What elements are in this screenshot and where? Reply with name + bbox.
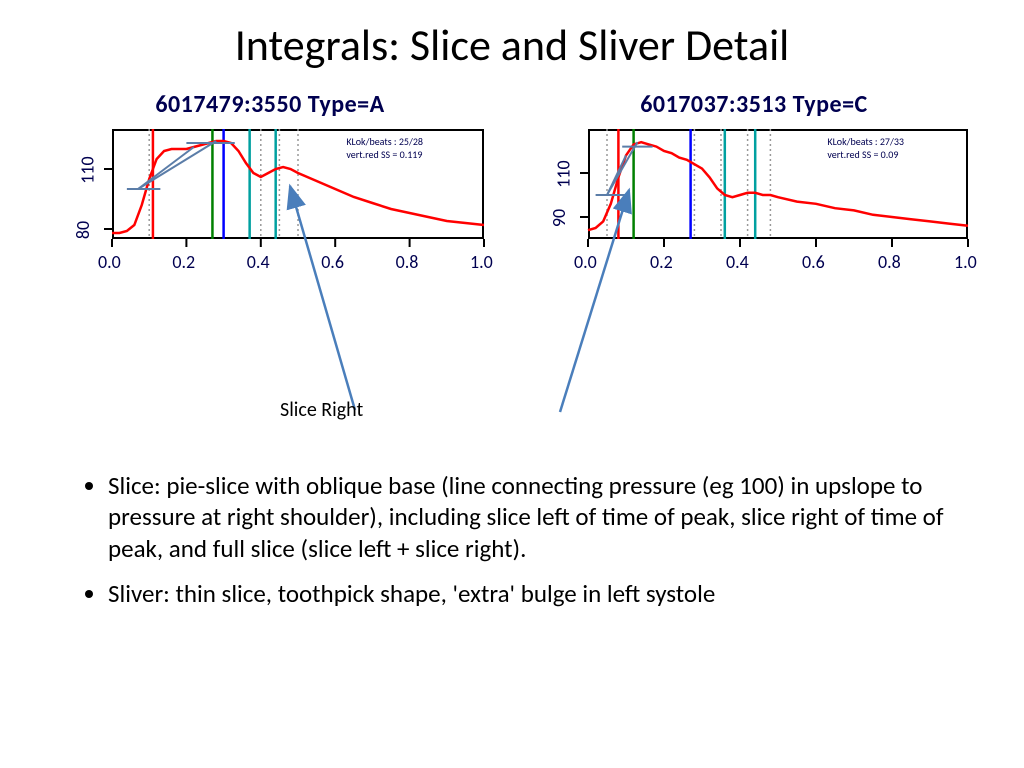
- charts-row: 6017479:3550 Type=A 0.0 0.2 0.4 0.6 0.8 1.0 80…: [40, 90, 984, 350]
- bullet-slice: Slice: pie-slice with oblique base (line…: [108, 470, 944, 564]
- xtick-label: 0.6: [321, 251, 344, 273]
- chart-right-title: 6017037:3513 Type=C: [524, 90, 984, 119]
- plot-svg: [588, 129, 968, 269]
- bullet-sliver: Sliver: thin slice, toothpick shape, 'ex…: [108, 578, 944, 609]
- page-title: Integrals: Slice and Sliver Detail: [0, 18, 1024, 72]
- chart-right-plot: 0.0 0.2 0.4 0.6 0.8 1.0 90 110 KLok/beats : 27/3…: [524, 129, 984, 329]
- bullet-list: Slice: pie-slice with oblique base (line…: [80, 470, 944, 623]
- slide: Integrals: Slice and Sliver Detail 60174…: [0, 0, 1024, 768]
- chart-legend: KLok/beats : 25/28vert.red SS = 0.119: [346, 135, 423, 161]
- slice-right-label: Slice Right: [280, 398, 363, 422]
- chart-right: 6017037:3513 Type=C 0.0 0.2 0.4 0.6 0.8 1.0 90…: [524, 90, 984, 350]
- xtick-label: 0.8: [396, 251, 419, 273]
- chart-left-plot: 0.0 0.2 0.4 0.6 0.8 1.0 80 110 KLok/beats : 25/2…: [40, 129, 500, 329]
- xtick-label: 1.0: [954, 251, 977, 273]
- ytick-label: 110: [553, 160, 575, 187]
- xtick-label: 1.0: [470, 251, 493, 273]
- ytick-label: 110: [77, 156, 99, 183]
- plot-svg: [112, 129, 484, 269]
- xtick-label: 0.0: [574, 251, 597, 273]
- xtick-label: 0.4: [247, 251, 270, 273]
- chart-legend: KLok/beats : 27/33vert.red SS = 0.09: [827, 135, 904, 161]
- xtick-label: 0.8: [878, 251, 901, 273]
- chart-left-title: 6017479:3550 Type=A: [40, 90, 500, 119]
- xtick-label: 0.4: [726, 251, 749, 273]
- xtick-label: 0.6: [802, 251, 825, 273]
- xtick-label: 0.2: [650, 251, 673, 273]
- chart-left: 6017479:3550 Type=A 0.0 0.2 0.4 0.6 0.8 1.0 80…: [40, 90, 500, 350]
- ytick-label: 80: [72, 221, 94, 239]
- xtick-label: 0.0: [98, 251, 121, 273]
- xtick-label: 0.2: [172, 251, 195, 273]
- ytick-label: 90: [548, 209, 570, 227]
